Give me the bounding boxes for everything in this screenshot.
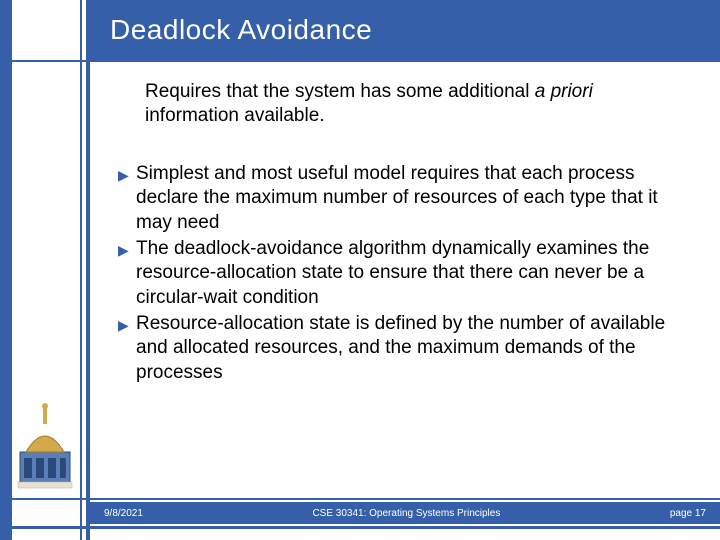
footer-bar: 9/8/2021 CSE 30341: Operating Systems Pr…	[90, 502, 720, 524]
intro-text: Requires that the system has some additi…	[145, 80, 665, 128]
intro-italic: a priori	[535, 81, 593, 102]
footer-date: 9/8/2021	[104, 508, 143, 519]
bullet-marker-icon: ▶	[118, 162, 136, 235]
bullet-text: The deadlock-avoidance algorithm dynamic…	[136, 237, 678, 310]
list-item: ▶ Simplest and most useful model require…	[118, 162, 678, 235]
vertical-rule-2	[86, 0, 90, 540]
footer-top-rule	[0, 498, 720, 500]
left-accent-stripe	[0, 0, 12, 540]
dome-logo-icon	[16, 390, 74, 490]
header-underline	[0, 60, 720, 62]
list-item: ▶ The deadlock-avoidance algorithm dynam…	[118, 237, 678, 310]
page-title: Deadlock Avoidance	[110, 14, 372, 46]
intro-prefix: Requires that the system has some additi…	[145, 81, 535, 102]
bullet-text: Simplest and most useful model requires …	[136, 162, 678, 235]
bullet-marker-icon: ▶	[118, 312, 136, 385]
footer-page: page 17	[670, 508, 706, 519]
footer-bottom-rule	[0, 526, 720, 529]
list-item: ▶ Resource-allocation state is defined b…	[118, 312, 678, 385]
intro-suffix: information available.	[145, 105, 325, 126]
bullet-list: ▶ Simplest and most useful model require…	[118, 162, 678, 387]
bullet-marker-icon: ▶	[118, 237, 136, 310]
footer-course: CSE 30341: Operating Systems Principles	[312, 508, 500, 519]
bullet-text: Resource-allocation state is defined by …	[136, 312, 678, 385]
vertical-rule-1	[80, 0, 82, 540]
header-bar: Deadlock Avoidance	[90, 0, 720, 60]
